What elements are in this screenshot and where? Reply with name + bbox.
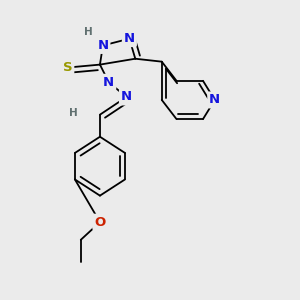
Text: N: N (124, 32, 135, 45)
Text: N: N (103, 76, 114, 89)
Text: H: H (69, 108, 78, 118)
Text: O: O (94, 216, 106, 229)
Text: N: N (121, 91, 132, 103)
Text: S: S (63, 61, 72, 74)
Text: N: N (209, 93, 220, 106)
Text: H: H (84, 27, 92, 37)
Text: N: N (97, 39, 109, 52)
